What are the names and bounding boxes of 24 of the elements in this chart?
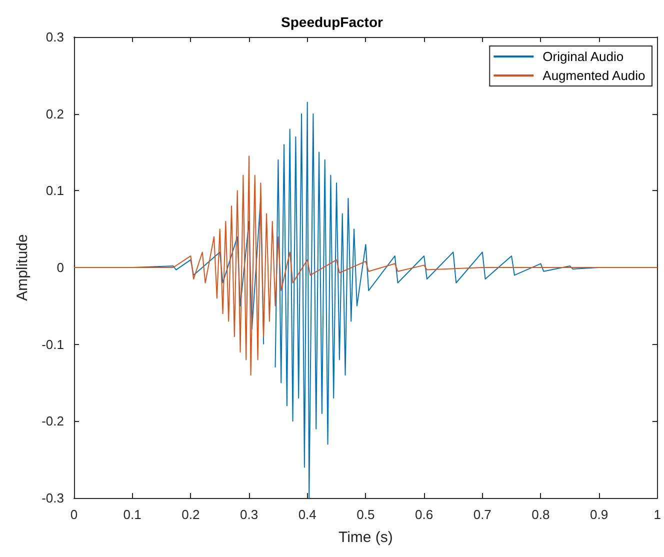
y-tick-label: 0 xyxy=(56,260,64,275)
x-tick-label: 0.1 xyxy=(123,507,142,522)
y-tick-label: 0.1 xyxy=(46,183,64,198)
y-tick-label: -0.1 xyxy=(42,336,64,352)
x-tick-label: 0 xyxy=(70,507,78,522)
y-tick-label: -0.2 xyxy=(42,414,64,429)
x-tick-label: 0.7 xyxy=(473,507,492,522)
x-tick-label: 0.2 xyxy=(182,507,200,522)
x-tick-label: 0.5 xyxy=(356,507,375,522)
x-axis-title: Time (s) xyxy=(338,529,393,546)
x-tick-label: 0.4 xyxy=(298,507,316,522)
x-tick-label: 0.9 xyxy=(590,507,608,522)
x-tick-label: 1 xyxy=(654,507,661,522)
y-tick-label: 0.3 xyxy=(46,30,64,44)
y-axis-title: Amplitude xyxy=(14,234,31,301)
y-tick-label: 0.2 xyxy=(46,106,64,122)
x-tick-label: 0.3 xyxy=(240,507,258,522)
legend-label: Augmented Audio xyxy=(542,68,646,83)
chart-title: SpeedupFactor xyxy=(281,14,384,30)
line-series xyxy=(74,156,658,376)
x-tick-label: 0.6 xyxy=(414,507,434,522)
x-tick-label: 0.8 xyxy=(532,507,550,522)
y-tick-label: -0.3 xyxy=(42,490,64,506)
legend-label: Original Audio xyxy=(542,49,624,64)
